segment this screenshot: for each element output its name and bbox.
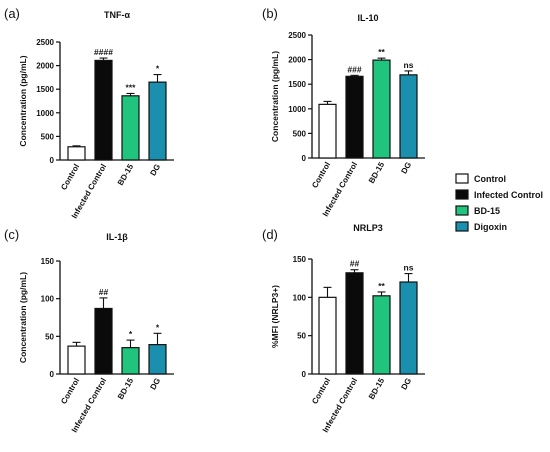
category-label: BD-15 [367,160,387,185]
y-tick-label: 2500 [288,31,306,40]
y-tick-label: 2500 [36,38,54,47]
legend: Control Infected Control BD-15 Digoxin [455,173,543,232]
chart-title: IL-10 [357,13,378,23]
y-tick-label: 0 [50,156,55,165]
y-tick-label: 0 [302,370,307,379]
category-label: Control [310,161,332,190]
category-label: BD-15 [116,162,136,187]
significance-label: ns [404,263,414,273]
significance-label: ### [347,64,361,74]
y-tick-label: 2000 [36,62,54,71]
bar-infected-control [94,307,113,375]
y-tick-label: 2000 [288,56,306,65]
category-label: Control [59,377,81,406]
y-tick-label: 150 [293,255,307,264]
category-label: Control [310,377,332,406]
y-tick-label: 1500 [288,80,306,89]
significance-label: * [156,64,160,74]
significance-label: * [129,329,133,339]
legend-label: Infected Control [474,190,543,200]
significance-label: ## [99,287,109,297]
y-tick-label: 0 [50,370,55,379]
chart-title: IL-1β [106,232,128,242]
bar-bd-15 [121,347,140,375]
y-tick-label: 150 [41,257,55,266]
bar-bd-15 [372,295,391,375]
legend-label: Digoxin [474,222,507,232]
y-axis-label: Concentration (pg/mL) [18,55,28,146]
bar-control [318,296,337,375]
chart-title: TNF-α [104,10,130,20]
significance-label: ** [378,47,385,57]
bar-control [67,146,86,161]
bar-control [67,345,86,375]
panel-letter: (a) [4,6,20,21]
y-tick-label: 50 [297,332,306,341]
category-label: DG [399,161,413,176]
chart-panel-3: (c) IL-1β 0 50 100 150 Concentration (pg/mL) Co… [4,227,174,434]
y-tick-label: 500 [41,132,55,141]
legend-swatch [455,173,469,184]
legend-label: Control [474,174,506,184]
bar-control [318,103,337,159]
legend-swatch [455,221,469,232]
y-tick-label: 100 [41,295,55,304]
category-label: BD-15 [116,376,136,401]
y-tick-label: 1000 [288,105,306,114]
y-axis-label: Concentration (pg/mL) [270,51,280,142]
y-axis-label: %MFI (NRLP3+) [270,285,280,348]
significance-label: * [156,322,160,332]
bar-dg [399,74,418,159]
legend-swatch [455,189,469,200]
chart-title: NRLP3 [353,223,383,233]
bar-infected-control [94,59,113,161]
bar-bd-15 [121,95,140,161]
chart-panel-2: (b) IL-10 0 500 1000 1500 2000 2500 Concentratio… [262,6,425,218]
significance-label: ** [378,281,385,291]
legend-swatch [455,205,469,216]
significance-label: ## [350,259,360,269]
bar-infected-control [345,75,364,159]
y-tick-label: 0 [302,154,307,163]
bar-bd-15 [372,59,391,159]
y-axis-label: Concentration (pg/mL) [18,272,28,363]
category-label: DG [399,377,413,392]
category-label: DG [148,163,162,178]
panel-letter: (b) [262,6,278,21]
y-tick-label: 100 [293,293,307,302]
significance-label: #### [94,47,113,57]
y-tick-label: 50 [45,332,54,341]
panel-letter: (c) [4,227,19,242]
bar-dg [148,344,167,375]
category-label: Control [59,163,81,192]
bar-dg [399,281,418,375]
significance-label: ns [404,60,414,70]
y-tick-label: 1500 [36,85,54,94]
category-label: BD-15 [367,376,387,401]
bar-dg [148,81,167,161]
chart-panel-1: (a) TNF-α 0 500 1000 1500 2000 2500 Concentratio… [4,6,174,220]
panel-letter: (d) [262,227,278,242]
y-tick-label: 500 [293,129,307,138]
category-label: DG [148,377,162,392]
legend-label: BD-15 [474,206,500,216]
y-tick-label: 1000 [36,109,54,118]
bar-infected-control [345,272,364,375]
significance-label: *** [126,82,137,92]
